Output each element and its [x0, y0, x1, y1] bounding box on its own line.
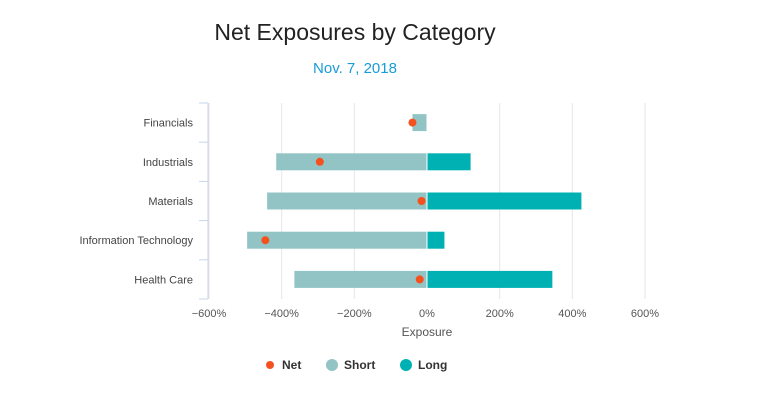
category-axis: Financials Industrials Materials Informatio… [79, 102, 209, 300]
category-label: Health Care [134, 274, 193, 286]
legend-item-long[interactable]: Long [400, 358, 447, 372]
net-points-group [261, 118, 426, 284]
net-point [415, 275, 424, 284]
x-tick-label: 0% [419, 308, 435, 320]
x-axis-title: Exposure [402, 325, 453, 339]
legend-label: Long [418, 358, 447, 372]
category-label: Industrials [143, 157, 194, 169]
x-tick-label: −200% [337, 308, 372, 320]
legend-marker [400, 359, 412, 371]
short-bar [276, 153, 427, 171]
net-point [315, 157, 324, 166]
long-bar [427, 231, 445, 249]
short-bar [412, 114, 427, 132]
category-label: Information Technology [79, 235, 193, 247]
legend-label: Net [282, 358, 301, 372]
bars-group [247, 103, 582, 299]
legend-item-net[interactable]: Net [266, 358, 301, 372]
x-tick-label: −400% [264, 308, 299, 320]
x-tick-label: 600% [631, 308, 659, 320]
category-label: Materials [148, 196, 193, 208]
short-bar [267, 192, 427, 210]
legend-item-short[interactable]: Short [326, 358, 375, 372]
net-point [417, 197, 426, 205]
x-axis: −600% −400% −200% 0% 200% 400% 600% [192, 308, 660, 320]
chart-subtitle: Nov. 7, 2018 [313, 60, 397, 77]
category-label: Financials [143, 118, 193, 130]
short-bar [294, 270, 427, 288]
legend-marker [266, 361, 274, 369]
legend-label: Short [344, 358, 375, 372]
net-point [261, 236, 270, 245]
x-tick-label: −600% [192, 308, 227, 320]
x-tick-label: 400% [558, 308, 586, 320]
long-bar [427, 270, 553, 288]
legend-marker [326, 359, 338, 371]
legend[interactable]: Net Short Long [266, 358, 447, 372]
chart-title: Net Exposures by Category [214, 19, 496, 45]
short-bar [247, 231, 427, 249]
x-tick-label: 200% [486, 308, 514, 320]
long-bar [427, 153, 471, 171]
long-bar [427, 192, 582, 210]
net-point [408, 118, 417, 127]
